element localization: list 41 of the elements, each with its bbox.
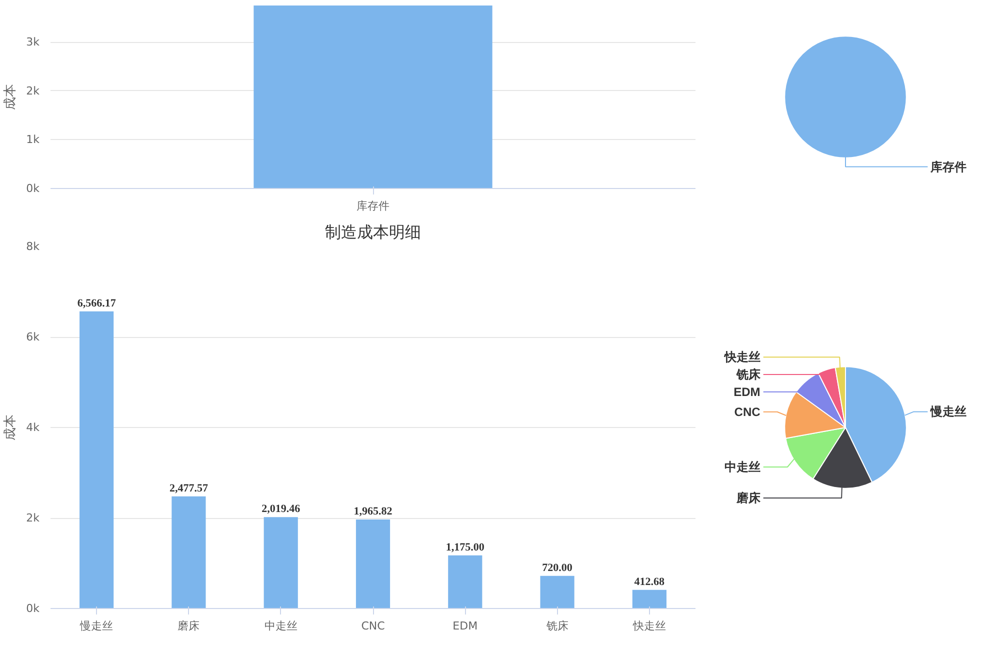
data-label: 2,477.57 <box>169 482 208 494</box>
data-label: 6,566.17 <box>77 297 116 310</box>
slice-label: 中走丝 <box>724 460 760 474</box>
data-label: 1,965.82 <box>354 506 393 518</box>
data-label: 720.00 <box>542 562 573 574</box>
y-axis-title: 成本 <box>3 414 18 440</box>
bar <box>80 311 114 608</box>
y-tick-label: 0k <box>26 602 40 615</box>
y-tick-label: 6k <box>26 330 40 344</box>
y-tick-label: 3k <box>26 36 40 49</box>
x-tick-label: EDM <box>452 620 478 632</box>
y-tick-label: 4k <box>26 421 40 434</box>
slice-label: 库存件 <box>930 160 967 174</box>
slice-label: CNC <box>734 404 761 419</box>
data-label: 412.68 <box>634 576 666 588</box>
x-tick-label: CNC <box>361 620 386 632</box>
y-tick-label: 2k <box>26 84 40 98</box>
data-label: 1,175.00 <box>446 541 485 554</box>
bar <box>540 576 574 608</box>
slice-label: 磨床 <box>735 491 762 506</box>
slice-label: EDM <box>734 384 760 399</box>
data-label: 2,019.46 <box>262 503 301 516</box>
x-tick-label: 中走丝 <box>264 620 298 632</box>
y-tick-label: 0k <box>26 182 40 195</box>
chart-title: 制造成本明细 <box>325 222 421 242</box>
bar <box>448 555 482 608</box>
slice-label: 慢走丝 <box>930 404 967 419</box>
x-tick-label: 慢走丝 <box>79 620 114 632</box>
x-tick-label: 磨床 <box>178 620 200 632</box>
bar <box>632 590 666 608</box>
y-tick-label: 2k <box>26 512 40 524</box>
x-tick-label: 快走丝 <box>632 620 666 632</box>
bar <box>264 517 298 608</box>
bar <box>356 520 390 608</box>
y-tick-label: 1k <box>26 133 40 146</box>
x-tick-label: 铣床 <box>545 620 568 632</box>
bar <box>172 496 206 608</box>
y-tick-label: 8k <box>26 240 40 253</box>
y-axis-title: 成本 <box>3 84 18 110</box>
slice-label: 铣床 <box>735 368 762 382</box>
slice-label: 快走丝 <box>723 350 760 364</box>
